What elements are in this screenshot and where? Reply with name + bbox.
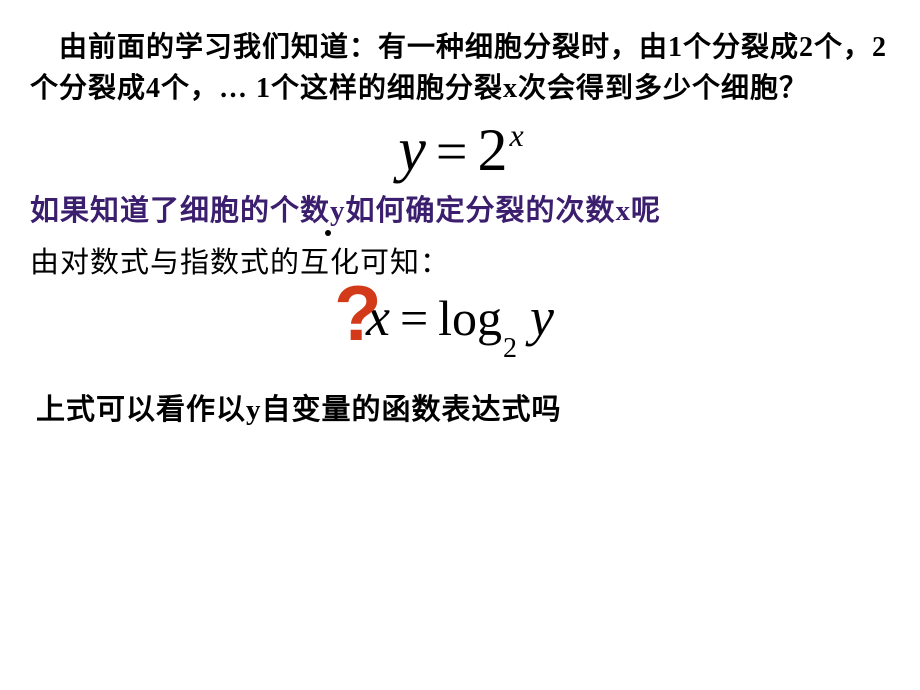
paragraph-final-question: 上式可以看作以y自变量的函数表达式吗: [30, 386, 890, 428]
formula1-base: 2: [477, 117, 507, 183]
paragraph-question: 如果知道了细胞的个数y如何确定分裂的次数x呢: [30, 190, 890, 234]
para3-text: 由对数式与指数式的互化可知：: [30, 247, 450, 279]
question-mark-icon: ?: [334, 268, 382, 359]
formula2-eq: =: [390, 290, 438, 346]
formula2-log: log: [438, 290, 502, 346]
formula1-y: y: [398, 116, 426, 184]
formula-log-wrap: ? x=log2y: [30, 286, 890, 364]
paragraph-intro: 由前面的学习我们知道：有一种细胞分裂时，由1个分裂成2个，2个分裂成4个，… 1…: [30, 28, 890, 109]
formula-exponential: y=2x: [30, 115, 890, 186]
dot-accent: [325, 230, 331, 236]
slide-body: 由前面的学习我们知道：有一种细胞分裂时，由1个分裂成2个，2个分裂成4个，… 1…: [0, 0, 920, 690]
formula-logarithm: x=log2y: [366, 286, 554, 355]
formula2-y: y: [516, 287, 554, 347]
paragraph-conversion: 由对数式与指数式的互化可知：: [30, 246, 890, 281]
formula1-eq: =: [426, 121, 478, 183]
formula1-exp: x: [509, 117, 523, 153]
formula2-sub: 2: [503, 333, 517, 364]
